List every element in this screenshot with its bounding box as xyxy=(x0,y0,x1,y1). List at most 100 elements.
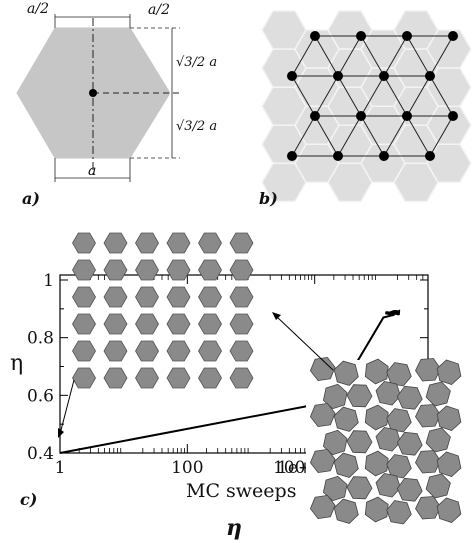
disordered-hexagon xyxy=(425,381,451,407)
ordered-hexagon xyxy=(166,286,191,308)
ordered-hexagon xyxy=(229,232,254,254)
ordered-hexagon xyxy=(135,340,159,362)
dim-label-upper: √3/2 a xyxy=(176,55,217,70)
disordered-hexagon xyxy=(436,405,462,431)
ordered-hexagon xyxy=(198,259,222,281)
disordered-hexagon xyxy=(322,429,348,456)
lattice-bond xyxy=(429,75,454,117)
lattice-bond xyxy=(406,115,431,157)
disordered-hexagon xyxy=(309,356,336,382)
ordered-hexagon xyxy=(72,286,96,308)
lattice-bond xyxy=(383,35,408,77)
ordered-hexagon xyxy=(103,286,128,308)
ordered-hexagon xyxy=(103,313,128,335)
ordered-hexagon xyxy=(229,286,254,308)
ordered-hexagon xyxy=(229,340,254,362)
triangular-lattice xyxy=(287,31,458,161)
disordered-hexagon xyxy=(386,500,412,525)
lattice-node xyxy=(333,151,343,161)
ordered-hexagon xyxy=(166,259,191,281)
disordered-hexagon xyxy=(386,408,412,433)
disordered-hexagon xyxy=(436,359,462,385)
arrow-head-plateau xyxy=(272,312,281,320)
lattice-node xyxy=(402,111,412,121)
center-dot xyxy=(89,89,97,97)
x-axis-label: MC sweeps xyxy=(186,480,296,502)
lattice-node xyxy=(310,31,320,41)
ordered-hexagon xyxy=(198,367,222,389)
lattice-bond xyxy=(291,115,316,157)
lattice-bond xyxy=(406,75,431,117)
ordered-hexagon xyxy=(135,367,159,389)
disordered-hexagon xyxy=(309,448,336,474)
disordered-hexagon xyxy=(333,360,359,386)
panel-b: b) xyxy=(259,10,472,208)
lattice-node xyxy=(448,31,458,41)
ordered-hexagon xyxy=(135,313,159,335)
lattice-node xyxy=(356,31,366,41)
y-axis-label: η xyxy=(10,351,23,376)
ordered-hexagon xyxy=(135,232,159,254)
y-tick-label: 0.6 xyxy=(27,386,54,406)
disordered-hexagon xyxy=(346,430,373,454)
lattice-bond xyxy=(360,35,385,77)
disordered-hexagon xyxy=(346,476,373,500)
ordered-hexagon xyxy=(103,232,128,254)
lattice-bond xyxy=(337,35,362,77)
disordered-hexagon xyxy=(375,380,401,406)
lattice-bond xyxy=(383,115,408,157)
lattice-node xyxy=(287,71,297,81)
disordered-hexagon xyxy=(375,472,401,498)
ordered-hexagon xyxy=(103,367,128,389)
lattice-bond xyxy=(383,75,408,117)
disordered-hexagon xyxy=(364,450,389,477)
ordered-hexagon xyxy=(229,313,254,335)
disordered-hexagon xyxy=(425,473,451,499)
dim-label-bottom: a xyxy=(88,163,96,179)
dim-label-half-left: a/2 xyxy=(27,1,49,17)
disordered-hexagon xyxy=(425,427,451,453)
figure-caption-eta: η xyxy=(226,515,242,541)
y-tick-label: 0.8 xyxy=(27,329,54,349)
disordered-hexagon xyxy=(415,450,441,474)
ordered-hexagon xyxy=(229,367,254,389)
ordered-hexagon xyxy=(72,367,96,389)
lattice-bond xyxy=(337,115,362,157)
arrow-to-start xyxy=(59,379,75,435)
lattice-bond xyxy=(314,75,339,117)
disordered-hexagon xyxy=(415,358,441,382)
disordered-hexagon xyxy=(364,358,389,385)
disordered-hexagon xyxy=(415,496,441,520)
disordered-hexagon-inset xyxy=(306,356,470,536)
disordered-hexagon xyxy=(436,497,462,523)
lattice-bond xyxy=(291,75,316,117)
series-line xyxy=(59,313,395,454)
lattice-bond xyxy=(429,35,454,77)
disordered-hexagon xyxy=(396,431,423,456)
lattice-node xyxy=(425,151,435,161)
ordered-hexagon xyxy=(166,340,191,362)
dim-label-half-right: a/2 xyxy=(148,2,170,18)
x-tick-label: 1 xyxy=(55,458,66,478)
disordered-hexagon xyxy=(415,404,441,428)
ordered-hexagon xyxy=(72,313,96,335)
panel-c-label: c) xyxy=(20,490,37,509)
ordered-hexagon xyxy=(166,313,191,335)
ordered-hexagon xyxy=(198,232,222,254)
arrow-to-plateau xyxy=(275,315,334,371)
disordered-hexagon xyxy=(333,452,359,478)
x-tick-label: 100 xyxy=(171,458,203,478)
lattice-node xyxy=(310,111,320,121)
ordered-hexagon xyxy=(198,340,222,362)
disordered-hexagon xyxy=(396,477,423,502)
disordered-hexagon xyxy=(386,362,412,387)
lattice-bond xyxy=(429,115,454,157)
disordered-hexagon xyxy=(396,385,423,410)
lattice-node xyxy=(402,31,412,41)
lattice-bond xyxy=(360,115,385,157)
disordered-hexagon xyxy=(386,454,412,479)
ordered-hexagon xyxy=(72,340,96,362)
ordered-hexagon xyxy=(72,259,96,281)
ordered-hexagon xyxy=(72,232,96,254)
